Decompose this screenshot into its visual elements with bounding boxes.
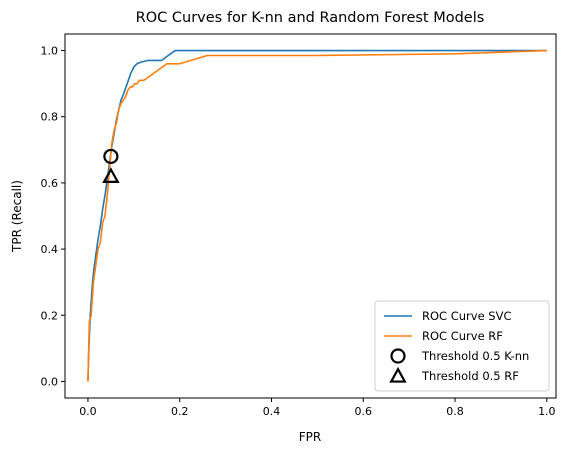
y-tick-label: 0.4 bbox=[41, 243, 59, 256]
x-tick-label: 0.0 bbox=[79, 405, 97, 418]
legend-marker-swatch bbox=[390, 348, 406, 364]
threshold-marker-0 bbox=[103, 148, 119, 165]
legend: ROC Curve SVC ROC Curve RF Threshold 0.5 K… bbox=[374, 300, 550, 392]
series-layer bbox=[87, 49, 547, 382]
legend-label: ROC Curve SVC bbox=[422, 309, 512, 323]
x-axis-ticks: 0.0 0.2 0.4 0.6 0.8 1.0 bbox=[79, 398, 556, 418]
series-line-1 bbox=[87, 49, 547, 382]
y-tick-label: 1.0 bbox=[41, 45, 59, 58]
x-tick-label: 0.2 bbox=[171, 405, 189, 418]
x-tick-label: 1.0 bbox=[538, 405, 556, 418]
threshold-marker-1 bbox=[102, 167, 120, 183]
legend-box bbox=[374, 300, 550, 392]
chart-title: ROC Curves for K-nn and Random Forest Mo… bbox=[136, 10, 485, 26]
legend-label: ROC Curve RF bbox=[422, 329, 503, 343]
y-axis-ticks: 0.0 0.2 0.4 0.6 0.8 1.0 bbox=[41, 45, 65, 388]
y-tick-label: 0.2 bbox=[41, 309, 59, 322]
plot-frame bbox=[64, 33, 557, 399]
y-tick-label: 0.8 bbox=[41, 111, 59, 124]
y-axis-label: TPR (Recall) bbox=[10, 180, 24, 253]
x-tick-label: 0.6 bbox=[355, 405, 373, 418]
y-tick-label: 0.6 bbox=[41, 177, 59, 190]
x-tick-label: 0.4 bbox=[263, 405, 281, 418]
legend-label: Threshold 0.5 K-nn bbox=[421, 349, 529, 363]
x-tick-label: 0.8 bbox=[446, 405, 464, 418]
legend-marker-swatch bbox=[389, 366, 407, 383]
marker-layer bbox=[102, 148, 120, 183]
legend-label: Threshold 0.5 RF bbox=[421, 369, 519, 383]
y-tick-label: 0.0 bbox=[41, 375, 59, 388]
x-axis-label: FPR bbox=[299, 430, 321, 444]
